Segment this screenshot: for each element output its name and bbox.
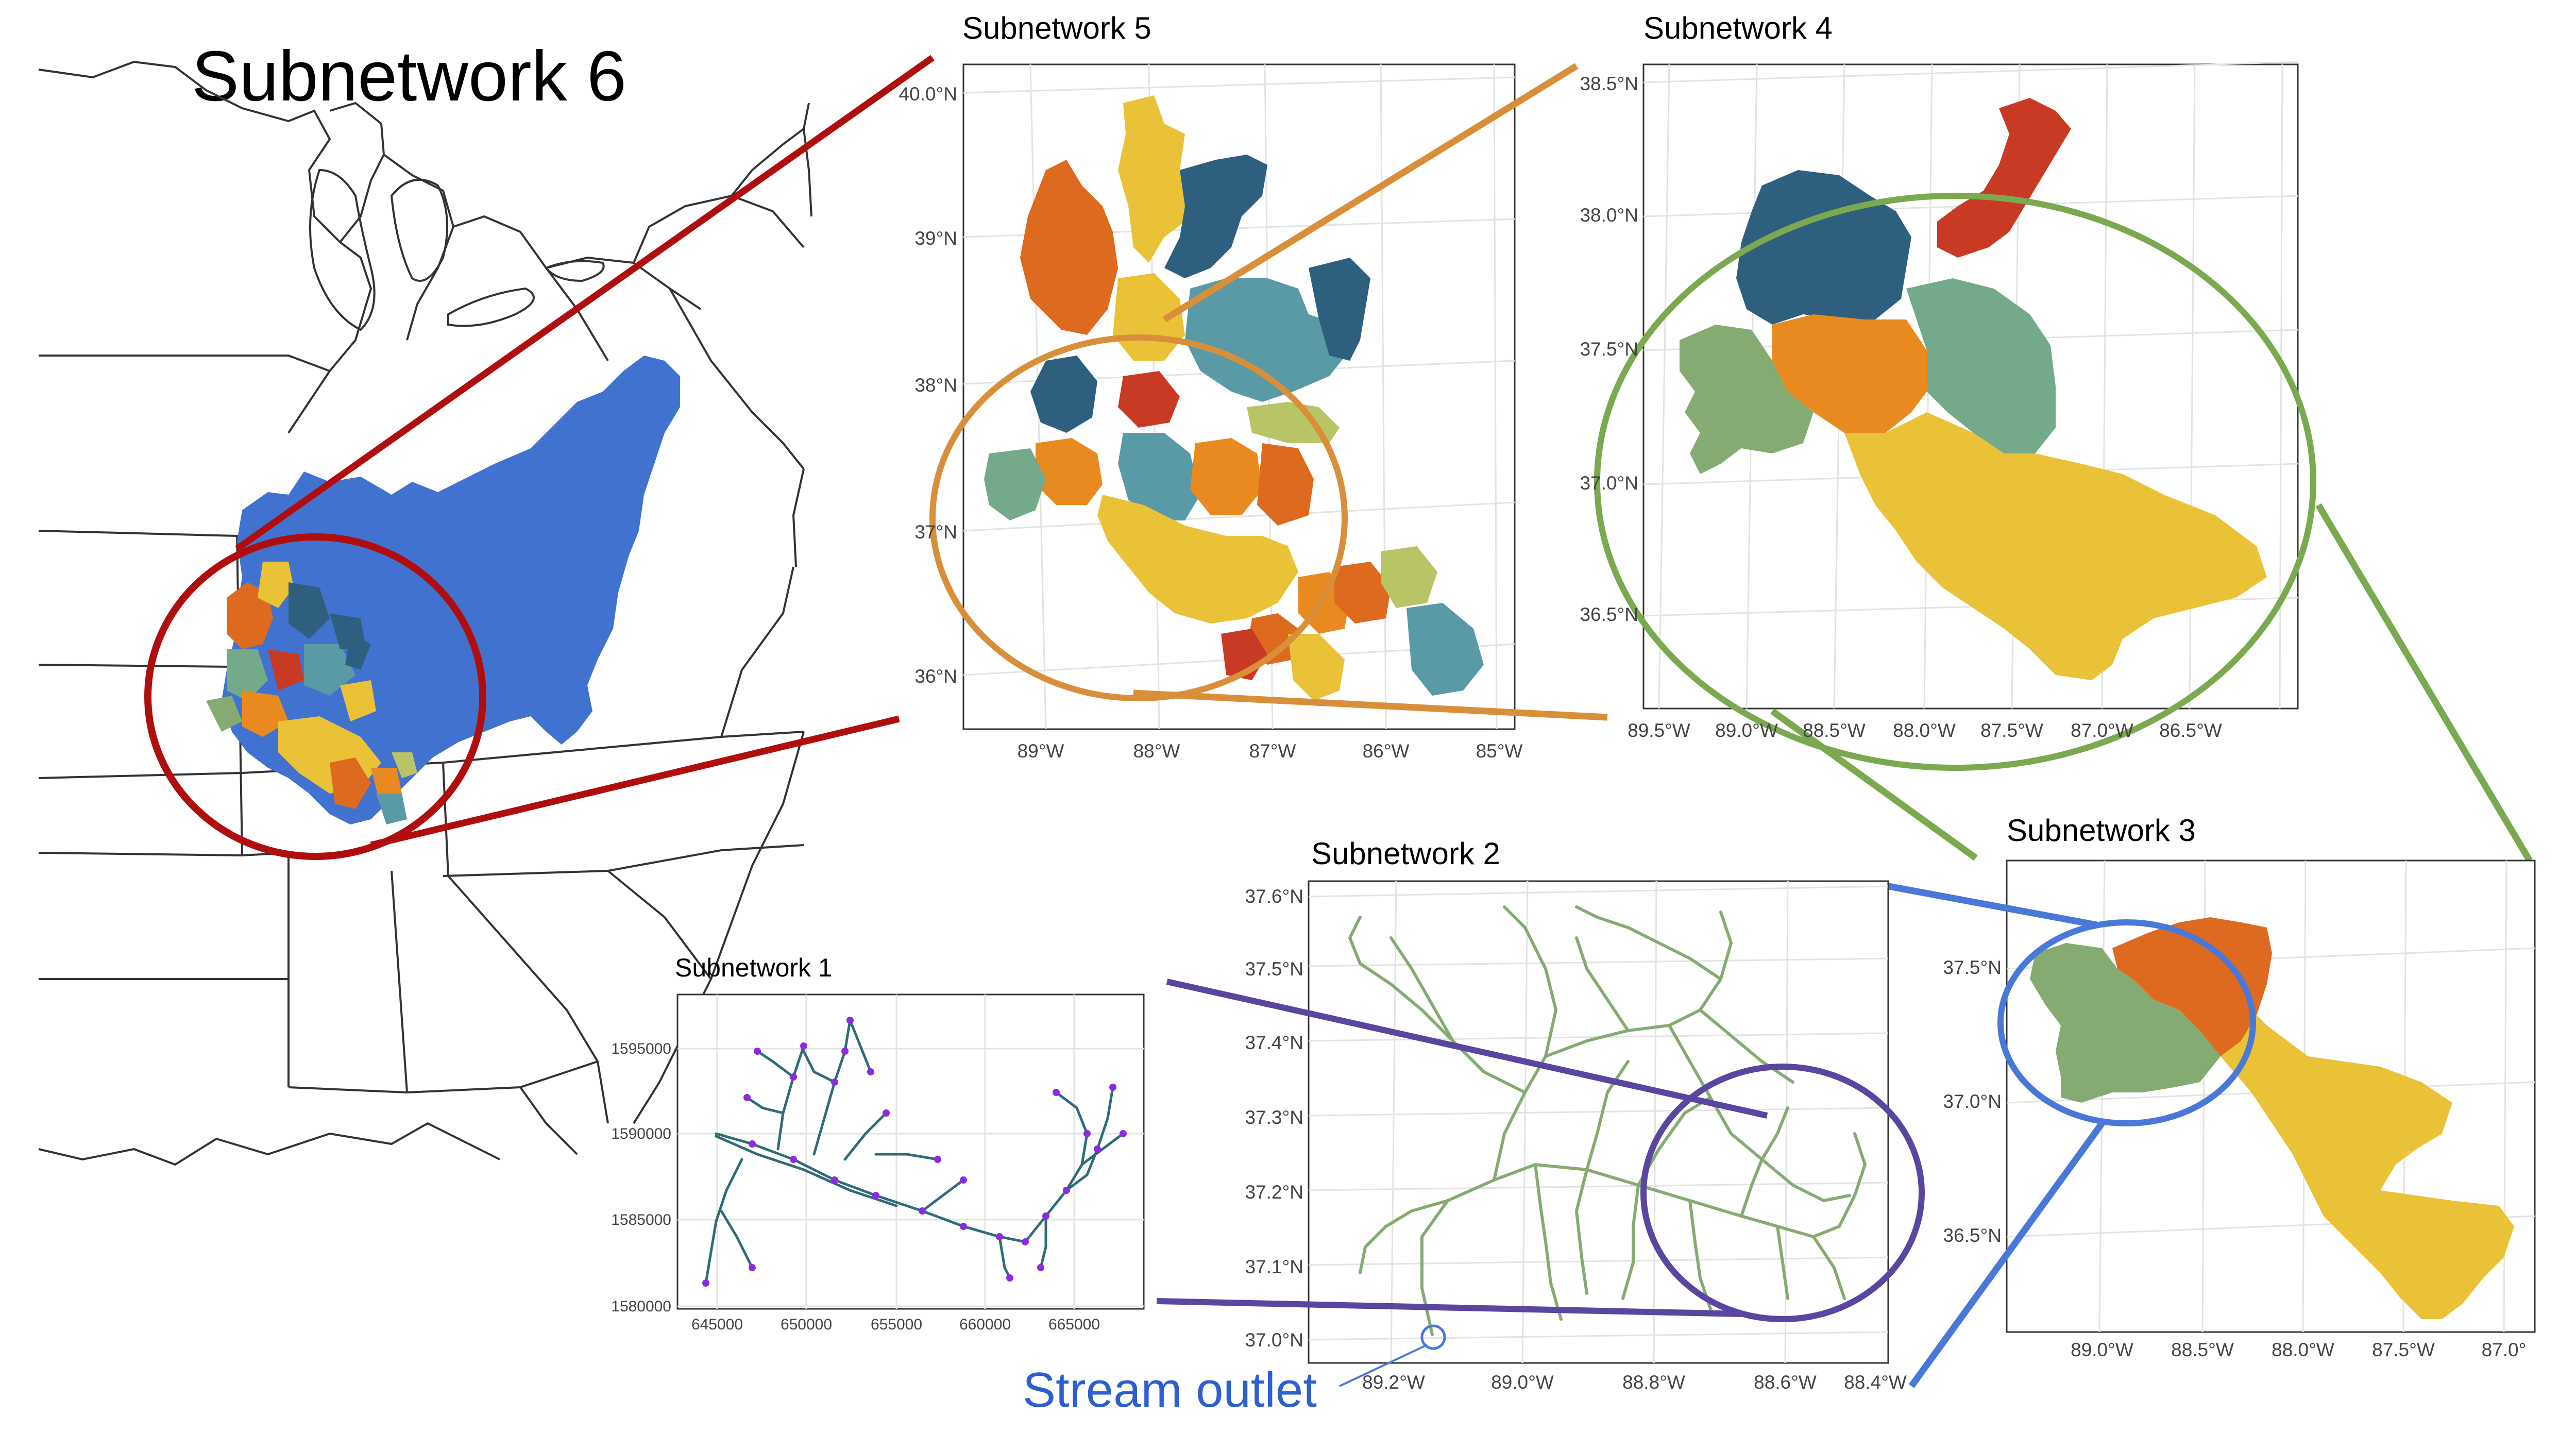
subnetwork-6-title: Subnetwork 6 <box>192 37 626 116</box>
svg-text:1585000: 1585000 <box>611 1211 671 1228</box>
subnetwork-3-x-ticks: 89.0°W 88.5°W 88.0°W 87.5°W 87.0° <box>2071 1339 2526 1360</box>
subnetwork-4-title: Subnetwork 4 <box>1643 11 1833 45</box>
svg-text:88°W: 88°W <box>1133 740 1180 762</box>
subnetwork-2-panel: Subnetwork 2 <box>1156 836 1925 1393</box>
svg-text:88.8°W: 88.8°W <box>1622 1372 1685 1393</box>
svg-text:37.0°N: 37.0°N <box>1943 1091 2002 1112</box>
svg-text:88.6°W: 88.6°W <box>1754 1372 1817 1393</box>
svg-text:38.0°N: 38.0°N <box>1580 205 1638 226</box>
svg-text:1595000: 1595000 <box>611 1040 671 1057</box>
subnetwork-4-panel: Subnetwork 4 38 <box>1580 11 2533 863</box>
svg-text:37.5°N: 37.5°N <box>1580 339 1638 360</box>
svg-text:655000: 655000 <box>871 1316 922 1333</box>
subnetwork-1-frame <box>676 993 1145 1310</box>
svg-text:1580000: 1580000 <box>611 1298 671 1315</box>
svg-text:37.5°N: 37.5°N <box>1943 957 2002 978</box>
svg-text:89°W: 89°W <box>1018 740 1064 762</box>
subnetwork-1-x-ticks: 645000 650000 655000 660000 665000 <box>691 1316 1100 1333</box>
svg-text:37.4°N: 37.4°N <box>1245 1032 1303 1053</box>
subnetwork-2-title: Subnetwork 2 <box>1311 836 1500 871</box>
subnetwork-5-title: Subnetwork 5 <box>962 11 1151 45</box>
subnetwork-4-basins <box>1680 98 2267 680</box>
stream-outlet-label: Stream outlet <box>1023 1362 1317 1418</box>
subnetwork-5-y-ticks: 40.0°N 39°N 38°N 37°N 36°N <box>899 83 957 687</box>
svg-text:40.0°N: 40.0°N <box>899 83 957 105</box>
subnetwork-6-subbasins <box>206 562 417 824</box>
svg-text:36.5°N: 36.5°N <box>1943 1225 2002 1246</box>
subnetwork-2-y-ticks: 37.6°N 37.5°N 37.4°N 37.3°N 37.2°N 37.1°… <box>1245 886 1303 1351</box>
subnetwork-1-stream-network <box>704 1019 1125 1285</box>
subnetwork-1-nodes <box>702 1017 1127 1287</box>
subnetwork-3-circle <box>1997 919 2256 1126</box>
subnetwork-3-basins <box>2030 917 2514 1319</box>
svg-text:37.0°N: 37.0°N <box>1245 1329 1303 1351</box>
subnetwork-1-panel: Subnetwork 1 <box>611 953 1145 1333</box>
svg-text:87.0°: 87.0° <box>2482 1339 2527 1360</box>
svg-text:87.0°W: 87.0°W <box>2071 720 2133 741</box>
svg-text:38°N: 38°N <box>914 375 957 396</box>
subnetwork-6-circle <box>144 533 486 860</box>
subnetwork-5-basins <box>984 95 1484 701</box>
svg-text:665000: 665000 <box>1048 1316 1100 1333</box>
ohio-basin-region <box>222 356 680 824</box>
svg-text:89.0°W: 89.0°W <box>2071 1339 2133 1360</box>
subnetwork-3-panel: Subnetwork 3 37.5°N 37.0°N 36.5°N 89.0°W <box>1879 813 2536 1388</box>
subnetwork-4-y-ticks: 38.5°N 38.0°N 37.5°N 37.0°N 36.5°N <box>1580 73 1638 625</box>
stream-outlet-marker <box>1420 1324 1446 1350</box>
svg-text:660000: 660000 <box>959 1316 1011 1333</box>
svg-text:89.0°W: 89.0°W <box>1491 1372 1554 1393</box>
svg-text:37.2°N: 37.2°N <box>1245 1182 1303 1203</box>
svg-text:36.5°N: 36.5°N <box>1580 604 1638 625</box>
svg-text:36°N: 36°N <box>914 666 957 687</box>
svg-text:89.0°W: 89.0°W <box>1715 720 1778 741</box>
svg-text:89.2°W: 89.2°W <box>1362 1372 1425 1393</box>
subnetwork-5-circle <box>929 334 1348 701</box>
svg-text:37.3°N: 37.3°N <box>1245 1107 1303 1128</box>
subnetwork-1-title: Subnetwork 1 <box>675 953 833 982</box>
svg-text:37°N: 37°N <box>914 521 957 543</box>
svg-text:37.6°N: 37.6°N <box>1245 886 1303 907</box>
svg-text:85°W: 85°W <box>1476 740 1523 762</box>
svg-text:39°N: 39°N <box>914 228 957 249</box>
svg-text:88.5°W: 88.5°W <box>1803 720 1866 741</box>
svg-text:645000: 645000 <box>691 1316 743 1333</box>
svg-text:86°W: 86°W <box>1363 740 1410 762</box>
svg-text:88.5°W: 88.5°W <box>2171 1339 2234 1360</box>
svg-text:88.0°W: 88.0°W <box>1893 720 1956 741</box>
svg-text:1590000: 1590000 <box>611 1125 671 1142</box>
svg-text:87°W: 87°W <box>1249 740 1296 762</box>
svg-text:37.5°N: 37.5°N <box>1245 958 1303 980</box>
subnetwork-2-stream-network <box>1348 905 1867 1336</box>
subnetwork-5-panel: Subnetwork 5 <box>899 11 1608 762</box>
svg-text:650000: 650000 <box>781 1316 832 1333</box>
svg-text:88.0°W: 88.0°W <box>2272 1339 2334 1360</box>
svg-text:37.1°N: 37.1°N <box>1245 1256 1303 1277</box>
subnetwork-6-panel: Subnetwork 6 <box>38 37 935 1166</box>
svg-text:38.5°N: 38.5°N <box>1580 73 1638 94</box>
svg-text:89.5°W: 89.5°W <box>1628 720 1690 741</box>
subnetwork-3-y-ticks: 37.5°N 37.0°N 36.5°N <box>1943 957 2002 1246</box>
subnetwork-1-y-ticks: 1595000 1590000 1585000 1580000 <box>611 1040 671 1315</box>
svg-text:87.5°W: 87.5°W <box>1980 720 2043 741</box>
subnetwork-4-circle <box>1594 193 2316 771</box>
subnetwork-4-x-ticks: 89.5°W 89.0°W 88.5°W 88.0°W 87.5°W 87.0°… <box>1628 720 2222 741</box>
svg-text:87.5°W: 87.5°W <box>2372 1339 2435 1360</box>
subnetwork-3-title: Subnetwork 3 <box>2007 813 2196 848</box>
svg-text:37.0°N: 37.0°N <box>1580 473 1638 494</box>
subnetwork-2-circle <box>1640 1064 1925 1322</box>
subnetwork-5-x-ticks: 89°W 88°W 87°W 86°W 85°W <box>1018 740 1523 762</box>
svg-text:88.4°W: 88.4°W <box>1844 1372 1907 1393</box>
subnetwork-2-x-ticks: 89.2°W 89.0°W 88.8°W 88.6°W 88.4°W <box>1362 1372 1907 1393</box>
svg-text:86.5°W: 86.5°W <box>2159 720 2222 741</box>
